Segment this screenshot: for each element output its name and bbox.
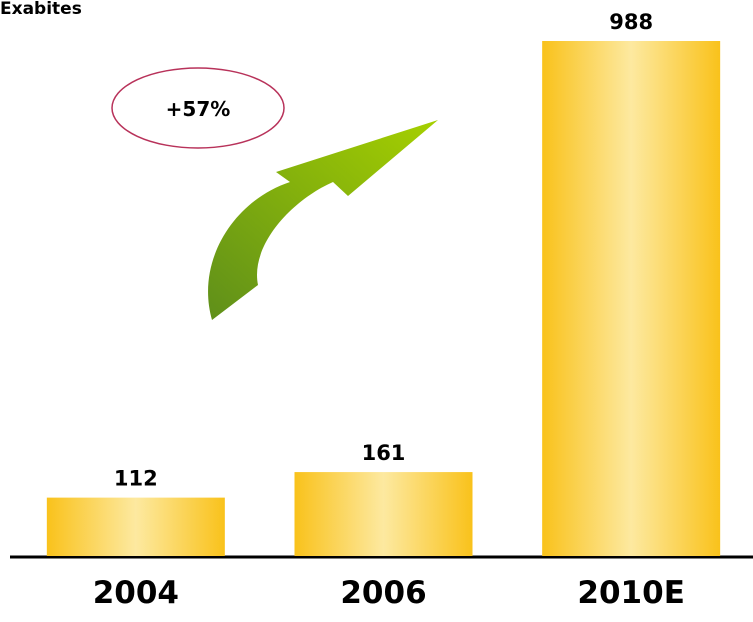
bar: [46, 497, 225, 556]
x-tick-label: 2010E: [577, 575, 684, 611]
x-tick-label: 2004: [93, 575, 179, 611]
annotation-ellipse: [111, 67, 285, 149]
bar: [294, 472, 473, 556]
x-tick-label: 2006: [340, 575, 426, 611]
value-label: 988: [609, 10, 653, 34]
value-label: 161: [362, 441, 406, 465]
bar: [542, 41, 721, 556]
chart-title: Exabites: [0, 0, 82, 19]
annotation: +57%: [166, 97, 231, 121]
value-label: 112: [114, 467, 158, 491]
growth-arrow: [208, 120, 438, 320]
